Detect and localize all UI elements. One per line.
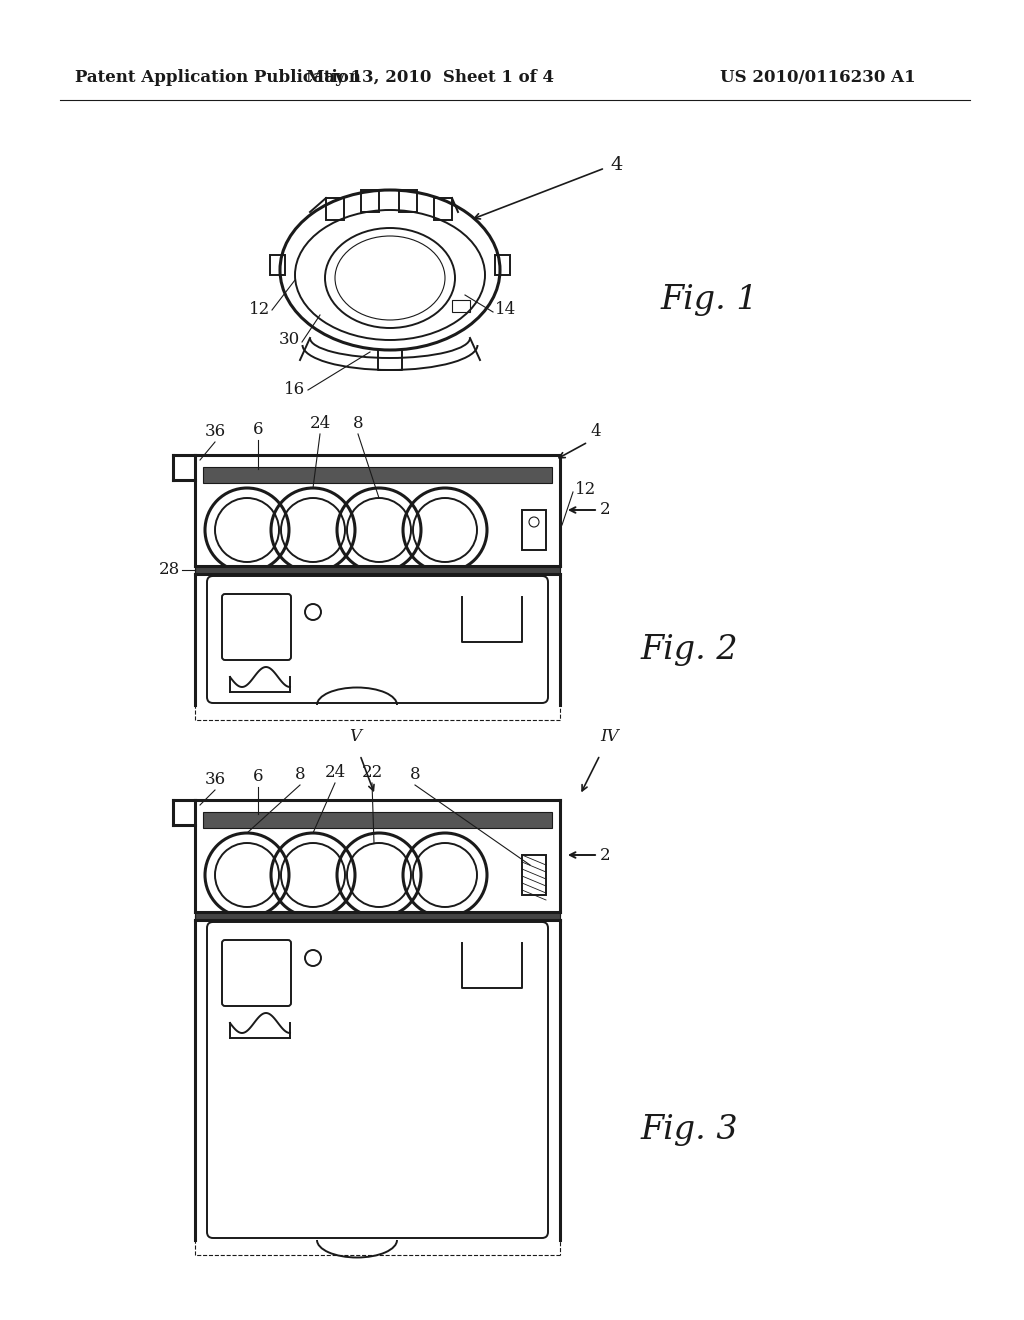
Text: 24: 24 <box>309 414 331 432</box>
Text: IV: IV <box>601 729 620 744</box>
Text: 12: 12 <box>575 482 596 499</box>
Text: May 13, 2010  Sheet 1 of 4: May 13, 2010 Sheet 1 of 4 <box>306 70 554 87</box>
Text: 2: 2 <box>600 502 610 519</box>
FancyBboxPatch shape <box>203 467 552 483</box>
Text: 22: 22 <box>361 764 383 781</box>
Text: 8: 8 <box>295 766 305 783</box>
Text: 8: 8 <box>352 414 364 432</box>
Text: 16: 16 <box>284 381 305 399</box>
Text: 36: 36 <box>205 771 225 788</box>
Text: Fig. 2: Fig. 2 <box>640 634 737 667</box>
Text: US 2010/0116230 A1: US 2010/0116230 A1 <box>720 70 915 87</box>
Text: 6: 6 <box>253 768 263 785</box>
Text: 12: 12 <box>249 301 270 318</box>
Text: 24: 24 <box>325 764 346 781</box>
Text: 4: 4 <box>590 422 601 440</box>
Text: Patent Application Publication: Patent Application Publication <box>75 70 360 87</box>
Text: 30: 30 <box>279 331 300 348</box>
Text: V: V <box>349 729 361 744</box>
Text: 8: 8 <box>410 766 420 783</box>
Text: Fig. 3: Fig. 3 <box>640 1114 737 1146</box>
Text: 28: 28 <box>159 561 180 578</box>
Text: Fig. 1: Fig. 1 <box>660 284 758 315</box>
Text: 36: 36 <box>205 422 225 440</box>
FancyBboxPatch shape <box>203 812 552 828</box>
Text: 14: 14 <box>495 301 516 318</box>
Text: 2: 2 <box>600 846 610 863</box>
Text: 6: 6 <box>253 421 263 438</box>
Text: 4: 4 <box>610 156 623 174</box>
FancyBboxPatch shape <box>195 566 560 574</box>
FancyBboxPatch shape <box>195 912 560 920</box>
